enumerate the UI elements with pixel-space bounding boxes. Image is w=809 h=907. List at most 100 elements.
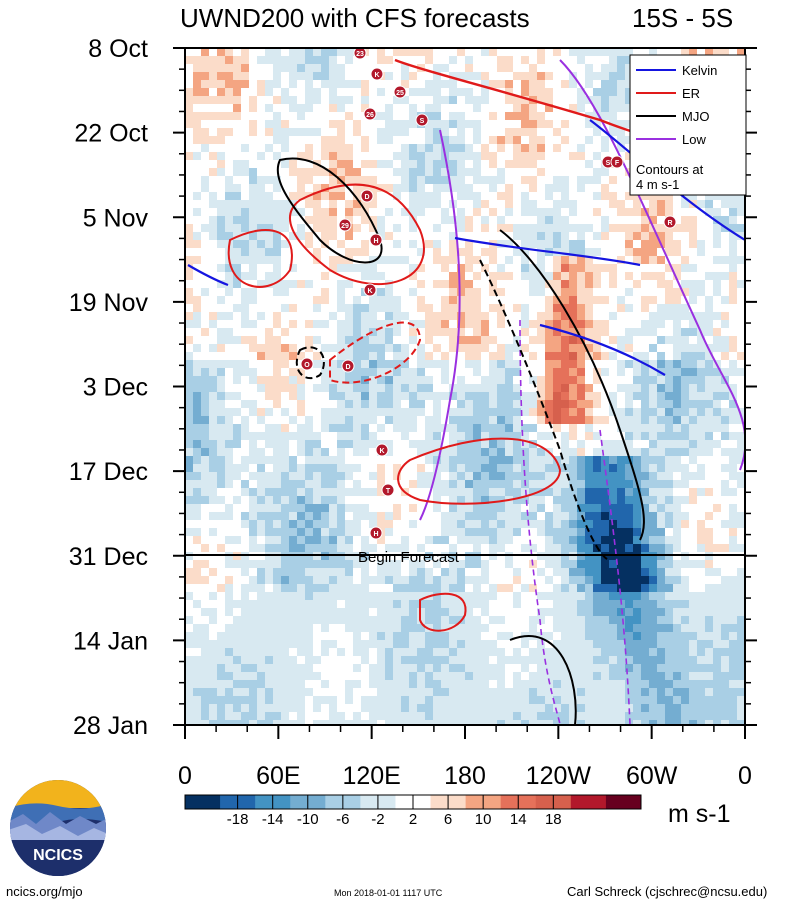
field-cell xyxy=(273,576,282,585)
field-cell xyxy=(689,608,698,617)
field-cell xyxy=(345,48,354,57)
field-cell xyxy=(585,592,594,601)
field-cell xyxy=(641,272,650,281)
field-cell xyxy=(505,432,514,441)
field-cell xyxy=(537,360,546,369)
field-cell xyxy=(401,608,410,617)
field-cell xyxy=(497,72,506,81)
field-cell xyxy=(481,320,490,329)
field-cell xyxy=(561,288,570,297)
field-cell xyxy=(737,200,745,209)
field-cell xyxy=(713,600,722,609)
field-cell xyxy=(209,488,218,497)
field-cell xyxy=(289,376,298,385)
field-cell xyxy=(417,248,426,257)
field-cell xyxy=(673,512,682,521)
field-cell xyxy=(585,296,594,305)
field-cell xyxy=(193,520,202,529)
field-cell xyxy=(705,368,714,377)
field-cell xyxy=(321,112,330,121)
field-cell xyxy=(273,328,282,337)
field-cell xyxy=(457,232,466,241)
field-cell xyxy=(481,144,490,153)
field-cell xyxy=(529,224,538,233)
field-cell xyxy=(225,136,234,145)
field-cell xyxy=(473,432,482,441)
field-cell xyxy=(425,216,434,225)
field-cell xyxy=(401,240,410,249)
field-cell xyxy=(537,416,546,425)
field-cell xyxy=(401,464,410,473)
field-cell xyxy=(577,400,586,409)
field-cell xyxy=(593,240,602,249)
field-cell xyxy=(449,592,458,601)
field-cell xyxy=(201,200,210,209)
field-cell xyxy=(385,328,394,337)
field-cell xyxy=(513,120,522,129)
field-cell xyxy=(257,424,266,433)
field-cell xyxy=(201,320,210,329)
field-cell xyxy=(209,544,218,553)
field-cell xyxy=(633,608,642,617)
field-cell xyxy=(609,168,618,177)
field-cell xyxy=(737,368,745,377)
field-cell xyxy=(385,456,394,465)
field-cell xyxy=(705,536,714,545)
field-cell xyxy=(641,512,650,521)
field-cell xyxy=(249,208,258,217)
field-cell xyxy=(625,288,634,297)
field-cell xyxy=(705,512,714,521)
field-cell xyxy=(481,104,490,113)
field-cell xyxy=(313,136,322,145)
field-cell xyxy=(313,416,322,425)
field-cell xyxy=(649,208,658,217)
field-cell xyxy=(569,328,578,337)
field-cell xyxy=(417,280,426,289)
field-cell xyxy=(369,248,378,257)
field-cell xyxy=(393,528,402,537)
field-cell xyxy=(385,584,394,593)
field-cell xyxy=(281,104,290,113)
field-cell xyxy=(729,256,738,265)
field-cell xyxy=(561,472,570,481)
field-cell xyxy=(577,80,586,89)
field-cell xyxy=(697,200,706,209)
field-cell xyxy=(561,56,570,65)
field-cell xyxy=(729,440,738,449)
field-cell xyxy=(241,120,250,129)
field-cell xyxy=(697,608,706,617)
field-cell xyxy=(721,456,730,465)
field-cell xyxy=(249,160,258,169)
field-cell xyxy=(481,584,490,593)
field-cell xyxy=(321,504,330,513)
field-cell xyxy=(233,216,242,225)
field-cell xyxy=(233,376,242,385)
field-cell xyxy=(609,416,618,425)
field-cell xyxy=(473,512,482,521)
field-cell xyxy=(569,552,578,561)
field-cell xyxy=(721,304,730,313)
field-cell xyxy=(265,568,274,577)
field-cell xyxy=(385,184,394,193)
field-cell xyxy=(273,512,282,521)
field-cell xyxy=(225,352,234,361)
field-cell xyxy=(569,120,578,129)
field-cell xyxy=(265,184,274,193)
field-cell xyxy=(257,616,266,625)
field-cell xyxy=(369,616,378,625)
field-cell xyxy=(665,192,674,201)
field-cell xyxy=(201,424,210,433)
field-cell xyxy=(345,208,354,217)
field-cell xyxy=(329,576,338,585)
field-cell xyxy=(217,464,226,473)
field-cell xyxy=(265,432,274,441)
field-cell xyxy=(617,504,626,513)
field-cell xyxy=(273,232,282,241)
field-cell xyxy=(457,368,466,377)
field-cell xyxy=(369,96,378,105)
field-cell xyxy=(537,528,546,537)
field-cell xyxy=(465,240,474,249)
field-cell xyxy=(649,496,658,505)
field-cell xyxy=(553,240,562,249)
field-cell xyxy=(681,400,690,409)
